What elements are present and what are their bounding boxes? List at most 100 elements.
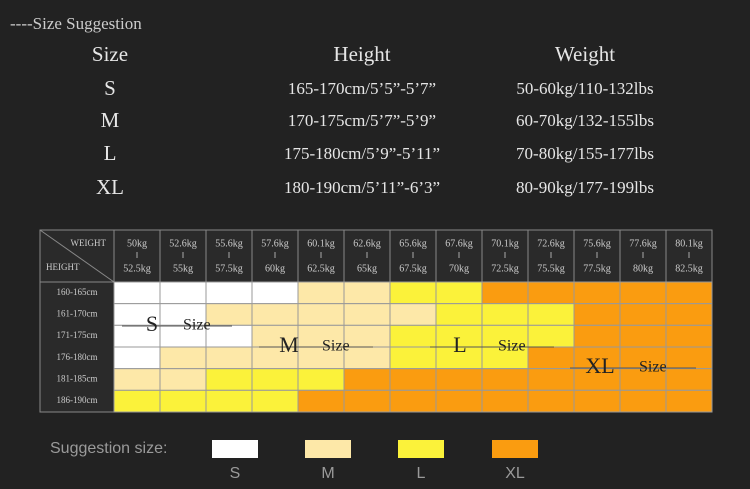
table-cell: 165-170cm/5’5”-5’7”	[288, 79, 436, 98]
grid-cell	[205, 346, 253, 370]
column-from: 52.6kg	[169, 238, 197, 249]
column-from: 80.1kg	[675, 238, 703, 249]
grid-cell	[389, 346, 437, 370]
grid-cell	[251, 368, 299, 391]
grid-cell	[665, 303, 713, 326]
table-cell: 70-80kg/155-177lbs	[516, 144, 654, 163]
grid-cell	[527, 324, 575, 348]
grid-cell	[389, 368, 437, 391]
table-cell: 175-180cm/5’9”-5’11”	[284, 144, 440, 163]
grid-cell	[481, 281, 529, 305]
column-to: 65kg	[357, 263, 377, 274]
grid-cell	[573, 389, 621, 413]
legend-swatch	[492, 440, 538, 458]
row-label: 176-180cm	[57, 352, 98, 362]
grid-cell	[389, 281, 437, 305]
grid-cell	[573, 281, 621, 305]
overlay-word: Size	[183, 317, 211, 334]
table-cell: S	[104, 76, 116, 100]
legend-label: XL	[505, 465, 525, 482]
column-to: 60kg	[265, 263, 285, 274]
column-to: 77.5kg	[583, 263, 611, 274]
grid-cell	[297, 368, 345, 391]
column-from: 72.6kg	[537, 238, 565, 249]
column-to: 62.5kg	[307, 263, 335, 274]
grid-cell	[619, 303, 667, 326]
table-header: Height	[333, 42, 390, 66]
column-from: 62.6kg	[353, 238, 381, 249]
legend-label: M	[321, 465, 334, 482]
legend-label: S	[230, 465, 241, 482]
legend-label: L	[417, 465, 426, 482]
column-from: 57.6kg	[261, 238, 289, 249]
row-label: 161-170cm	[57, 309, 98, 319]
grid-cell	[435, 303, 483, 326]
column-from: 55.6kg	[215, 238, 243, 249]
grid-cell	[665, 281, 713, 305]
grid-cell	[205, 368, 253, 391]
table-cell: XL	[96, 175, 124, 199]
corner-top: WEIGHT	[71, 238, 107, 248]
table-cell: 80-90kg/177-199lbs	[516, 178, 654, 197]
grid-cell	[251, 303, 299, 326]
column-to: 70kg	[449, 263, 469, 274]
legend-swatch	[212, 440, 258, 458]
grid-cell	[527, 368, 575, 391]
column-from: 50kg	[127, 238, 147, 249]
corner-bottom: HEIGHT	[46, 262, 80, 272]
grid-cell	[435, 281, 483, 305]
corner-diagonal	[39, 229, 115, 283]
grid-cell	[297, 281, 345, 305]
grid-cell	[113, 346, 161, 370]
table-cell: 180-190cm/5’11”-6’3”	[284, 178, 440, 197]
grid-cell	[343, 389, 391, 413]
overlay-word: Size	[322, 338, 350, 355]
grid-cell	[113, 368, 161, 391]
column-to: 72.5kg	[491, 263, 519, 274]
grid-cell	[527, 346, 575, 370]
column-to: 55kg	[173, 263, 193, 274]
legend-swatch	[305, 440, 351, 458]
row-label: 186-190cm	[57, 395, 98, 405]
row-label-bg	[39, 281, 115, 413]
grid-cell	[619, 324, 667, 348]
grid-cell	[619, 389, 667, 413]
column-from: 60.1kg	[307, 238, 335, 249]
grid-cell	[113, 281, 161, 305]
grid-cell	[665, 389, 713, 413]
column-to: 80kg	[633, 263, 653, 274]
overlay-size: L	[453, 332, 466, 357]
table-cell: 50-60kg/110-132lbs	[516, 79, 653, 98]
table-header: Weight	[555, 42, 615, 66]
grid-cell	[159, 368, 207, 391]
column-from: 75.6kg	[583, 238, 611, 249]
title: ----Size Suggestion	[10, 14, 142, 33]
grid-cell	[527, 389, 575, 413]
grid-cell	[665, 368, 713, 391]
grid-cell	[527, 281, 575, 305]
column-to: 75.5kg	[537, 263, 565, 274]
grid-cell	[205, 281, 253, 305]
grid-cell	[205, 389, 253, 413]
grid-cell	[343, 324, 391, 348]
grid-cell	[205, 303, 253, 326]
column-to: 82.5kg	[675, 263, 703, 274]
grid-cell	[343, 281, 391, 305]
table-cell: L	[104, 141, 117, 165]
grid-cell	[435, 368, 483, 391]
overlay-size: XL	[585, 353, 614, 378]
row-label: 181-185cm	[57, 374, 98, 384]
grid-cell	[389, 324, 437, 348]
overlay-size: M	[279, 332, 299, 357]
grid-cell	[297, 303, 345, 326]
grid-cell	[665, 346, 713, 370]
overlay-word: Size	[498, 338, 526, 355]
grid-cell	[251, 281, 299, 305]
table-cell: M	[101, 108, 120, 132]
table-cell: 60-70kg/132-155lbs	[516, 111, 654, 130]
legend-title: Suggestion size:	[50, 440, 167, 457]
grid-cell	[251, 389, 299, 413]
grid-cell	[481, 389, 529, 413]
column-to: 67.5kg	[399, 263, 427, 274]
